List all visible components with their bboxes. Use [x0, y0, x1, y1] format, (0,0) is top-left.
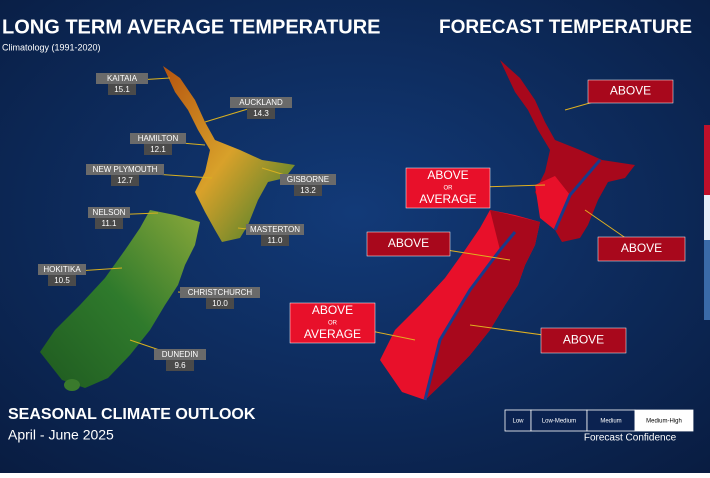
stewart-island [64, 379, 80, 391]
side-strip [704, 125, 710, 195]
city-name: KAITAIA [107, 74, 138, 83]
value-box [111, 175, 139, 186]
forecast-label: ABOVE [610, 84, 651, 98]
city-value: 15.1 [114, 85, 130, 94]
forecast-label: ABOVE [621, 241, 662, 255]
city-value: 13.2 [300, 186, 316, 195]
value-box [166, 360, 194, 371]
region-above-east [425, 210, 540, 400]
footer-title: SEASONAL CLIMATE OUTLOOK [8, 406, 256, 423]
city-name: HOKITIKA [43, 265, 81, 274]
forecast-label: ABOVE [563, 333, 604, 347]
city-value: 12.1 [150, 145, 166, 154]
value-box [261, 235, 289, 246]
value-box [294, 185, 322, 196]
forecast-label: ABOVE [312, 303, 353, 317]
city-box [154, 349, 206, 360]
confidence-level: Medium-High [646, 419, 682, 425]
confidence-level: Low [512, 419, 524, 425]
forecast-box [540, 327, 627, 354]
region-border [553, 159, 602, 231]
city-box [130, 133, 186, 144]
right-title: FORECAST TEMPERATURE [439, 17, 692, 38]
side-strip [704, 240, 710, 320]
city-box [96, 73, 148, 84]
value-box [247, 108, 275, 119]
left-title: LONG TERM AVERAGE TEMPERATURE [2, 16, 381, 38]
left-subtitle: Climatology (1991-2020) [2, 42, 101, 52]
city-name: AUCKLAND [239, 98, 283, 107]
city-box [86, 164, 164, 175]
city-value: 11.0 [268, 236, 284, 245]
city-name: NELSON [93, 208, 126, 217]
south-island [40, 210, 200, 388]
forecast-box [366, 231, 451, 257]
value-box [144, 144, 172, 155]
value-box [206, 298, 234, 309]
overlays: KAITAIA 15.1 AUCKLAND 14.3 HAMILTON 12.1 NEW P… [38, 73, 694, 432]
city-name: GISBORNE [287, 175, 329, 184]
forecast-label: AVERAGE [419, 192, 476, 206]
confidence-level: Low-Medium [542, 419, 576, 425]
city-value: 10.0 [212, 299, 228, 308]
forecast-box [587, 79, 674, 104]
confidence-level: Medium [600, 419, 621, 425]
forecast-label: ABOVE [388, 236, 429, 250]
city-box [180, 287, 260, 298]
confidence-label: Forecast Confidence [584, 433, 677, 444]
city-value: 14.3 [253, 109, 269, 118]
forecast-box [597, 236, 686, 262]
city-box [230, 97, 292, 108]
city-name: NEW PLYMOUTH [93, 165, 158, 174]
city-value: 12.7 [117, 176, 133, 185]
city-value: 10.5 [54, 276, 70, 285]
city-name: HAMILTON [138, 134, 179, 143]
region-above-or-average [535, 176, 570, 230]
forecast-label: ABOVE [427, 168, 468, 182]
city-box [280, 174, 336, 185]
north-island [163, 66, 295, 242]
forecast-label: AVERAGE [304, 327, 361, 341]
confidence-cell [634, 409, 694, 432]
side-strip [704, 195, 710, 240]
city-name: MASTERTON [250, 225, 300, 234]
value-box [95, 218, 123, 229]
city-box [246, 224, 304, 235]
city-name: CHRISTCHURCH [188, 288, 253, 297]
forecast-label: OR [444, 186, 454, 192]
forecast-box [405, 167, 491, 209]
city-name: DUNEDIN [162, 350, 199, 359]
forecast-label: OR [328, 321, 338, 327]
north-island-forecast [500, 60, 635, 242]
footer-period: April - June 2025 [8, 427, 114, 443]
forecast-box [289, 302, 376, 344]
city-value: 9.6 [174, 361, 186, 370]
value-box [108, 84, 136, 95]
city-value: 11.1 [102, 219, 118, 228]
city-box [38, 264, 86, 275]
city-box [88, 207, 130, 218]
region-border [423, 231, 517, 401]
value-box [48, 275, 76, 286]
